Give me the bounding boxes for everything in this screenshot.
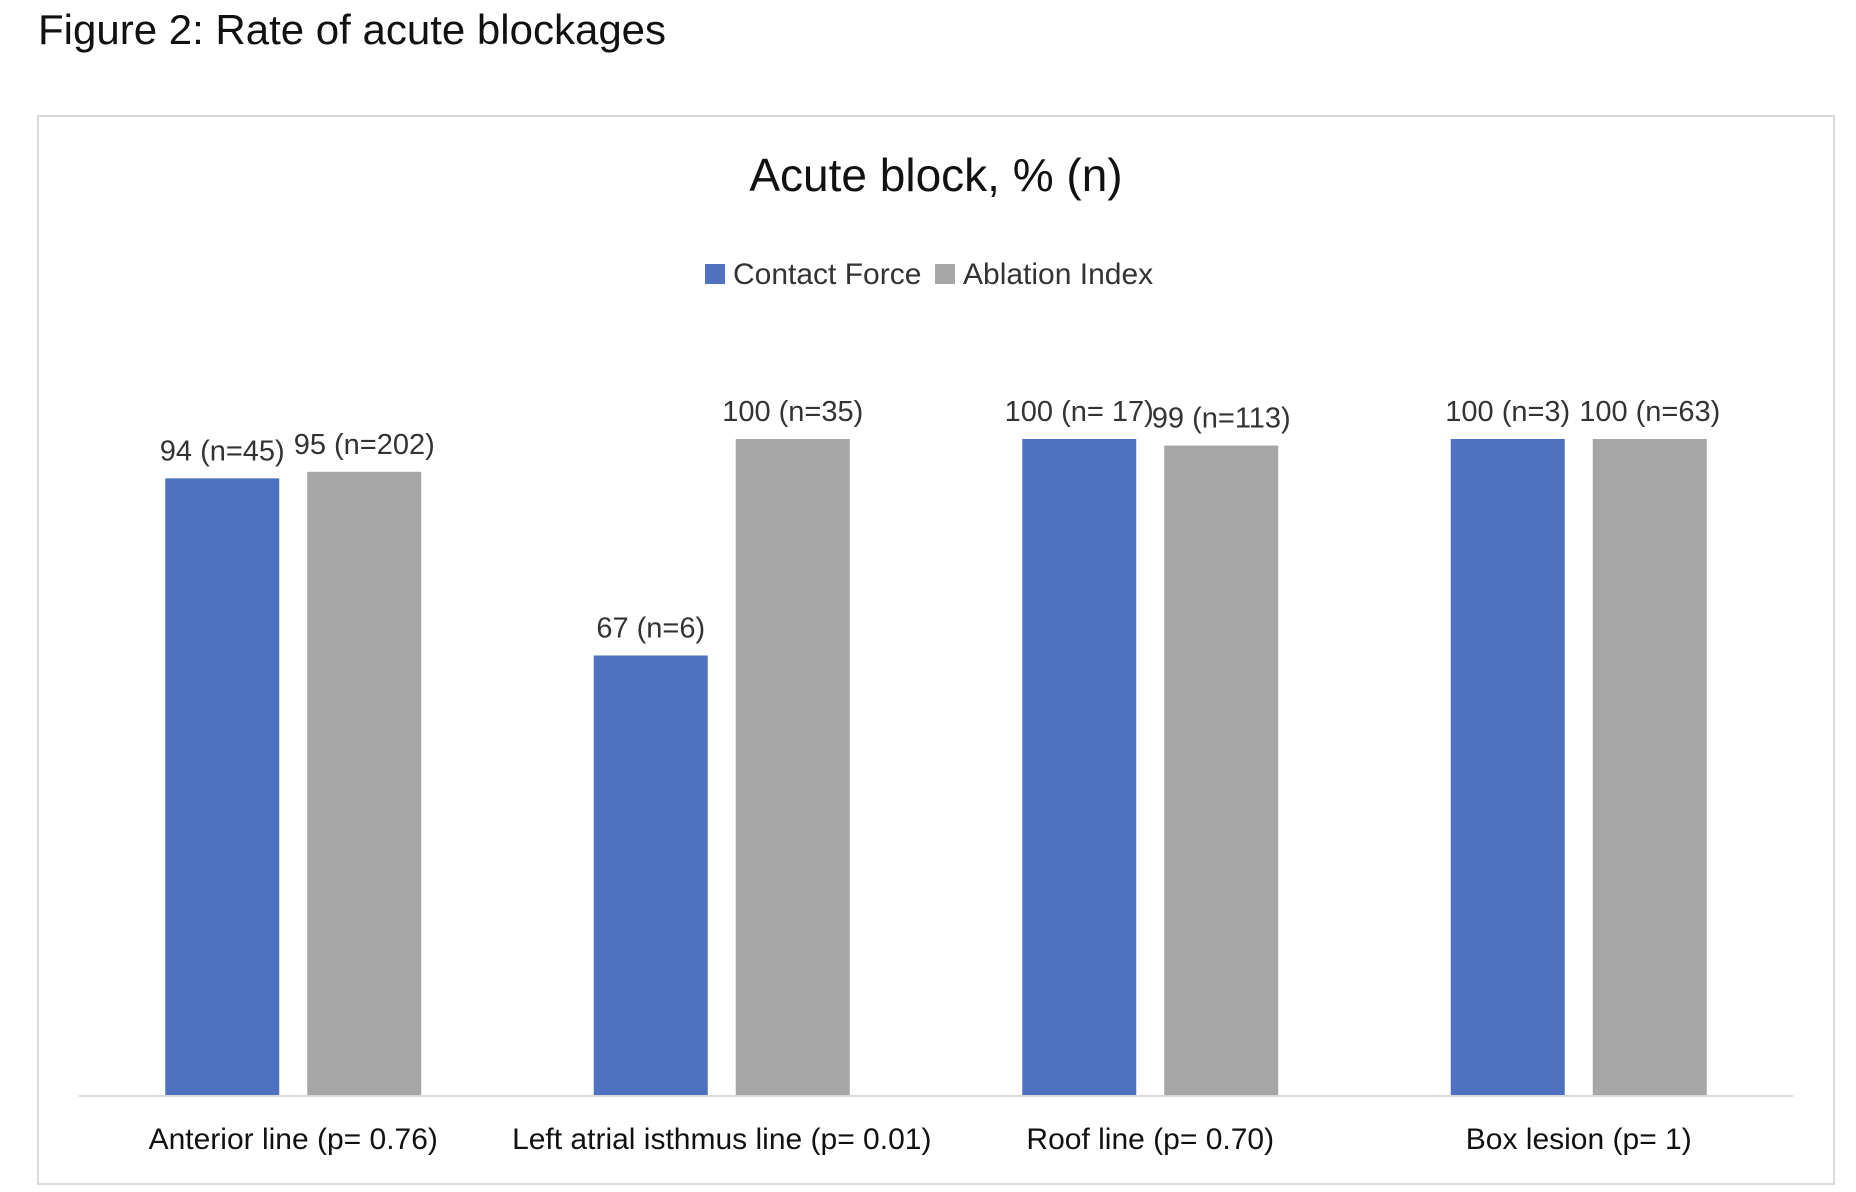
- bar-4-1: [1450, 439, 1565, 1095]
- data-label-4-1: 100 (n=3): [1445, 396, 1570, 428]
- data-label-2-2: 100 (n=35): [722, 396, 863, 428]
- data-label-1-1: 94 (n=45): [160, 435, 285, 467]
- data-label-1-2: 95 (n=202): [294, 429, 435, 461]
- data-label-3-2: 99 (n=113): [1152, 403, 1291, 435]
- figure-caption: Figure 2: Rate of acute blockages: [38, 6, 667, 53]
- category-label-1: Anterior line (p= 0.76): [149, 1123, 438, 1156]
- chart-frame: Acute block, % (n) Contact Force Ablation…: [37, 115, 1835, 1185]
- category-label-3: Roof line (p= 0.70): [1026, 1123, 1274, 1156]
- bar-4-2: [1592, 439, 1707, 1095]
- category-label-group: Anterior line (p= 0.76) Left atrial isthm…: [149, 1123, 1692, 1156]
- legend-label-1: Contact Force: [733, 258, 921, 291]
- category-label-2: Left atrial isthmus line (p= 0.01): [512, 1123, 931, 1156]
- bar-3-1: [1022, 439, 1137, 1095]
- data-label-4-2: 100 (n=63): [1579, 396, 1720, 428]
- bar-3-2: [1164, 445, 1279, 1095]
- data-label-group: 94 (n=45) 95 (n=202) 67 (n=6) 100 (n=35) 100…: [160, 396, 1721, 644]
- bar-2-1: [593, 655, 708, 1095]
- category-label-4: Box lesion (p= 1): [1466, 1123, 1692, 1156]
- bar-chart: Acute block, % (n) Contact Force Ablation…: [79, 149, 1793, 1156]
- bar-1-2: [307, 471, 422, 1095]
- bar-group: [165, 439, 1707, 1095]
- bar-2-2: [735, 439, 850, 1095]
- bar-1-1: [165, 478, 280, 1095]
- legend-label-2: Ablation Index: [963, 258, 1153, 291]
- chart-legend: Contact Force Ablation Index: [705, 258, 1153, 291]
- data-label-2-1: 67 (n=6): [596, 612, 705, 644]
- chart-title: Acute block, % (n): [749, 149, 1122, 201]
- data-label-3-1: 100 (n= 17): [1005, 396, 1154, 428]
- legend-swatch-1: [705, 264, 725, 284]
- legend-swatch-2: [935, 264, 955, 284]
